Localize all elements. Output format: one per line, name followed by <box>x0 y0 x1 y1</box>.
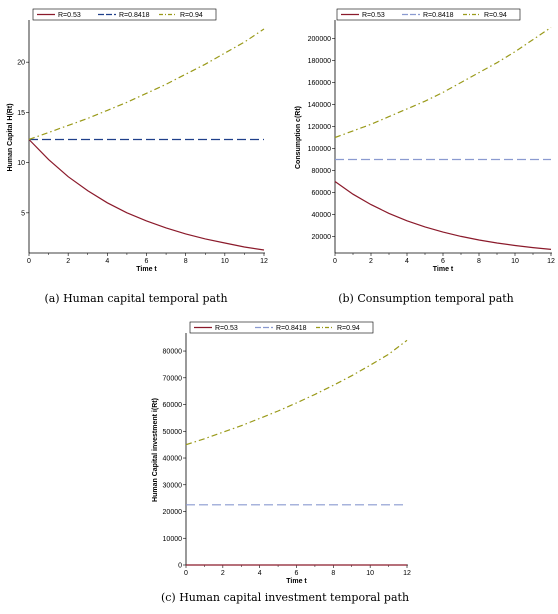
x-tick-label: 6 <box>295 570 299 577</box>
y-tick-label: 80000 <box>163 349 183 356</box>
x-tick-label: 12 <box>403 570 411 577</box>
panel-caption: (a) Human capital temporal path <box>44 292 227 305</box>
legend-box <box>336 8 521 21</box>
legend-label: R=0.8418 <box>119 12 150 19</box>
x-tick-label: 0 <box>333 258 337 265</box>
y-tick-label: 30000 <box>163 482 183 489</box>
legend-box <box>32 8 217 21</box>
series-line-R=0.94 <box>28 28 265 141</box>
panel-caption: (b) Consumption temporal path <box>338 292 514 305</box>
y-axis-label: Human Capital H(Rt) <box>7 103 14 171</box>
y-tick-label: 100000 <box>308 146 331 153</box>
x-tick-label: 0 <box>184 570 188 577</box>
y-tick-label: 160000 <box>308 80 331 87</box>
series-line-R=0.94 <box>334 27 552 139</box>
y-tick-label: 200000 <box>308 36 331 43</box>
x-tick-label: 8 <box>184 258 188 265</box>
legend-box <box>189 321 374 334</box>
y-tick-label: 5 <box>21 210 25 217</box>
chart-panel-1: 0 2 4 6 8 10 12 20000 40000 60000 80000 100000 12000… <box>295 8 555 305</box>
x-tick-label: 2 <box>221 570 225 577</box>
series-line-R=0.94 <box>185 339 408 446</box>
legend-label: R=0.53 <box>215 325 238 332</box>
y-tick-label: 60000 <box>312 190 332 197</box>
series-line-R=0.53 <box>334 181 552 250</box>
chart-panel-0: 0 2 4 6 8 10 12 5 10 15 20 Time t Human Capital H(Rt… <box>7 8 268 305</box>
x-axis-label: Time t <box>286 578 307 585</box>
y-tick-label: 20000 <box>312 234 332 241</box>
series-line-R=0.53 <box>28 139 265 251</box>
x-tick-label: 4 <box>105 258 109 265</box>
y-tick-label: 80000 <box>312 168 332 175</box>
legend-label: R=0.8418 <box>276 325 307 332</box>
x-tick-label: 2 <box>66 258 70 265</box>
x-tick-label: 6 <box>145 258 149 265</box>
y-axis-label: Human Capital investment i(Rt) <box>152 398 159 502</box>
x-tick-label: 8 <box>477 258 481 265</box>
y-tick-label: 40000 <box>312 212 332 219</box>
x-tick-label: 0 <box>27 258 31 265</box>
legend-label: R=0.94 <box>337 325 360 332</box>
y-tick-label: 50000 <box>163 429 183 436</box>
x-tick-label: 2 <box>369 258 373 265</box>
y-tick-label: 140000 <box>308 102 331 109</box>
legend-label: R=0.53 <box>58 12 81 19</box>
y-axis-label: Consumption c(Rt) <box>295 106 302 169</box>
y-tick-label: 40000 <box>163 456 183 463</box>
y-tick-label: 20000 <box>163 509 183 516</box>
x-axis-label: Time t <box>136 266 157 273</box>
legend-label: R=0.8418 <box>423 12 454 19</box>
x-tick-label: 8 <box>331 570 335 577</box>
y-tick-label: 10000 <box>163 536 183 543</box>
x-tick-label: 4 <box>405 258 409 265</box>
y-tick-label: 0 <box>178 563 182 570</box>
x-tick-label: 4 <box>258 570 262 577</box>
panel-caption: (c) Human capital investment temporal pa… <box>161 591 409 604</box>
x-tick-label: 12 <box>260 258 268 265</box>
x-tick-label: 10 <box>366 570 374 577</box>
x-tick-label: 10 <box>221 258 229 265</box>
x-axis-label: Time t <box>433 266 454 273</box>
x-tick-label: 12 <box>547 258 555 265</box>
x-tick-label: 10 <box>511 258 519 265</box>
y-tick-label: 120000 <box>308 124 331 131</box>
legend-label: R=0.94 <box>180 12 203 19</box>
x-tick-label: 6 <box>441 258 445 265</box>
y-tick-label: 15 <box>17 110 25 117</box>
y-tick-label: 70000 <box>163 375 183 382</box>
y-tick-label: 60000 <box>163 402 183 409</box>
legend-label: R=0.94 <box>484 12 507 19</box>
y-tick-label: 20 <box>17 60 25 67</box>
y-tick-label: 10 <box>17 160 25 167</box>
y-tick-label: 180000 <box>308 58 331 65</box>
chart-panel-2: 0 2 4 6 8 10 12 0 10000 20000 30000 40000 50000 60000… <box>152 321 411 604</box>
legend-label: R=0.53 <box>362 12 385 19</box>
